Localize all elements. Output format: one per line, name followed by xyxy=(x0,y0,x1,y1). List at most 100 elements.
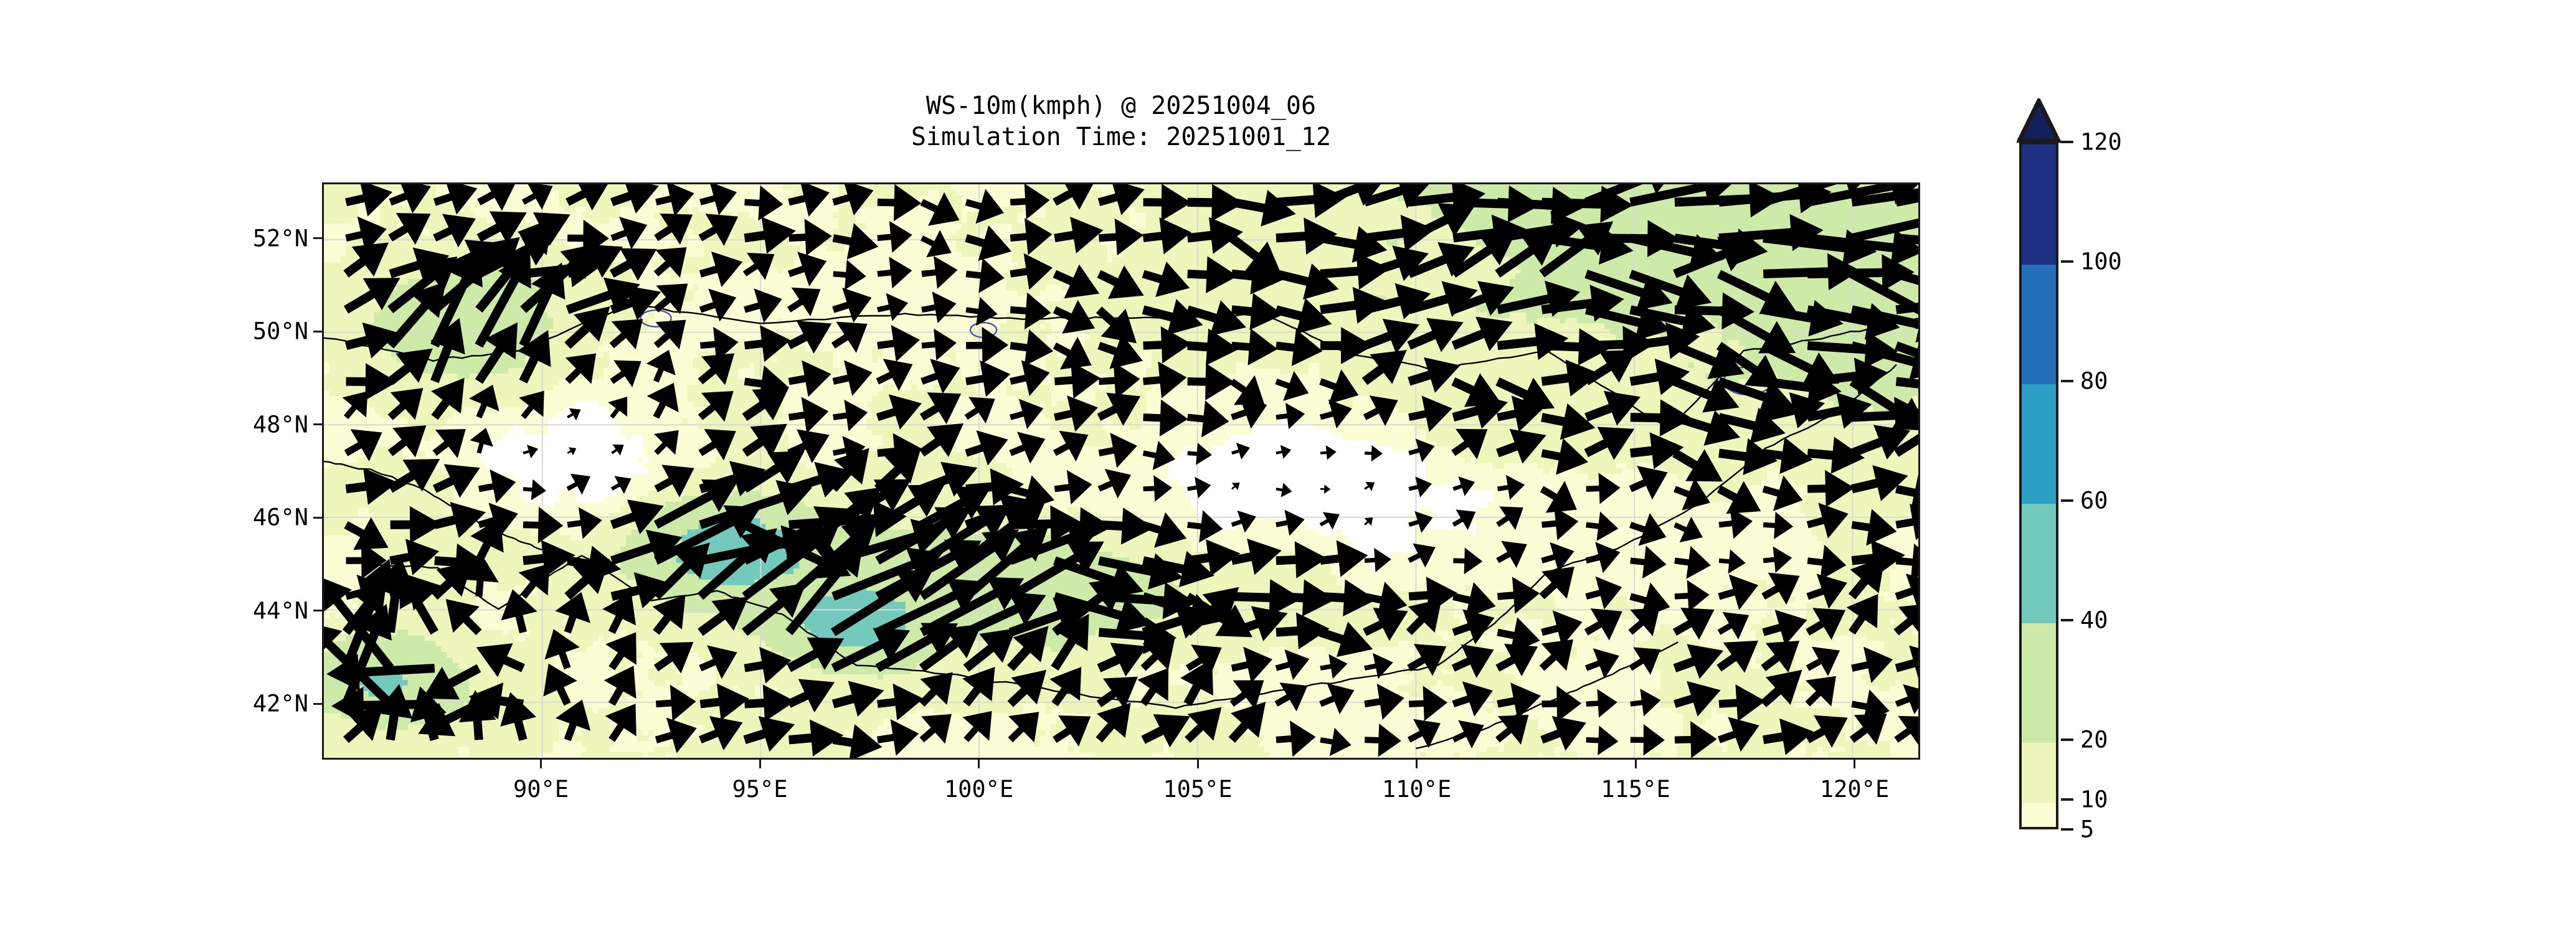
wind-arrow xyxy=(1895,270,1918,285)
wind-arrow xyxy=(654,213,693,245)
wind-arrow xyxy=(610,360,642,387)
wind-arrow xyxy=(470,428,493,454)
latitude-tick-label: 48°N xyxy=(252,411,308,438)
wind-arrow xyxy=(1010,329,1054,366)
wind-arrow xyxy=(1186,300,1246,336)
wind-arrow xyxy=(919,577,1025,636)
colorbar-tick-mark xyxy=(2061,141,2073,143)
wind-arrow xyxy=(1408,511,1433,533)
wind-arrow xyxy=(376,684,413,741)
wind-arrow xyxy=(1629,512,1667,546)
wind-arrow xyxy=(1319,621,1373,658)
wind-arrow xyxy=(1586,725,1619,755)
wind-arrow xyxy=(387,459,440,493)
wind-arrow xyxy=(1851,509,1897,546)
wind-arrow xyxy=(1140,638,1175,671)
wind-arrow xyxy=(1851,646,1893,683)
wind-arrow xyxy=(1231,396,1267,429)
latitude-tick-label: 46°N xyxy=(252,504,308,531)
colorbar-tick-label: 40 xyxy=(2080,606,2108,634)
wind-arrow xyxy=(1497,187,1584,224)
wind-arrow xyxy=(1231,257,1285,295)
wind-arrow xyxy=(1187,476,1211,499)
wind-arrow xyxy=(1054,361,1101,399)
wind-arrow xyxy=(1363,184,1429,209)
wind-arrow xyxy=(1849,270,1918,329)
colorbar-tick-mark xyxy=(2061,380,2073,382)
wind-arrow xyxy=(388,213,431,245)
wind-arrow xyxy=(1674,545,1711,579)
wind-arrow xyxy=(1496,540,1527,568)
chart-subtitle-simulation-time: Simulation Time: 20251001_12 xyxy=(911,123,1332,151)
wind-arrow xyxy=(432,464,480,498)
wind-arrow xyxy=(831,681,884,717)
wind-arrow xyxy=(1364,653,1393,679)
wind-arrow xyxy=(1407,203,1475,242)
wind-arrow xyxy=(1895,302,1918,314)
wind-arrow xyxy=(1452,509,1476,531)
wind-arrow xyxy=(387,281,446,349)
wind-arrow xyxy=(1364,683,1404,720)
wind-arrow xyxy=(517,329,551,384)
longitude-tick-label: 105°E xyxy=(1163,776,1233,803)
wind-arrow xyxy=(390,506,442,544)
wind-arrow xyxy=(462,555,499,597)
wind-arrow xyxy=(921,291,957,324)
wind-arrow xyxy=(1184,587,1239,636)
wind-arrow xyxy=(1895,474,1918,511)
wind-arrow xyxy=(1010,218,1053,255)
colorbar-tick-label: 120 xyxy=(2080,128,2122,156)
wind-arrow xyxy=(699,251,743,288)
wind-arrow xyxy=(1850,465,1908,501)
wind-arrow xyxy=(1496,506,1523,531)
wind-arrow xyxy=(785,519,878,600)
wind-arrow xyxy=(1054,469,1092,504)
wind-arrow xyxy=(1452,609,1495,644)
wind-arrow xyxy=(1229,375,1265,405)
wind-arrow xyxy=(1895,234,1918,245)
wind-arrow xyxy=(1452,476,1475,496)
wind-arrow xyxy=(964,592,1046,636)
wind-arrow xyxy=(965,360,1011,397)
latitude-tick-label: 42°N xyxy=(252,690,308,717)
wind-arrow xyxy=(431,561,473,600)
wind-arrow xyxy=(1540,715,1586,751)
wind-arrow xyxy=(477,184,515,211)
wind-arrow xyxy=(605,704,637,742)
wind-arrow xyxy=(555,592,590,634)
wind-arrow xyxy=(919,624,982,672)
latitude-tick-mark xyxy=(313,330,322,333)
wind-arrow xyxy=(1761,184,1860,207)
wind-arrow xyxy=(1452,393,1508,429)
wind-arrow xyxy=(1274,682,1308,712)
wind-arrow xyxy=(1186,539,1241,577)
wind-vector-quiver xyxy=(324,184,1918,758)
wind-arrow xyxy=(519,262,566,347)
wind-arrow xyxy=(1363,283,1431,319)
wind-arrow xyxy=(1276,217,1337,255)
wind-arrow xyxy=(1673,237,1754,278)
wind-arrow xyxy=(646,349,676,383)
wind-arrow xyxy=(1807,469,1855,507)
wind-arrow xyxy=(1231,190,1296,227)
wind-arrow xyxy=(1143,399,1188,436)
wind-arrow xyxy=(478,469,516,504)
wind-arrow xyxy=(653,283,688,314)
wind-arrow xyxy=(1408,476,1432,498)
wind-arrow xyxy=(875,507,972,565)
wind-arrow xyxy=(787,429,830,463)
map-axes xyxy=(322,182,1920,760)
wind-arrow xyxy=(567,219,609,257)
wind-arrow xyxy=(1495,232,1558,278)
wind-arrow xyxy=(1180,659,1213,706)
wind-arrow xyxy=(1583,349,1637,385)
wind-arrow xyxy=(653,247,687,278)
wind-arrow xyxy=(1320,327,1373,364)
wind-arrow xyxy=(1895,544,1918,581)
wind-arrow xyxy=(1275,370,1309,401)
wind-arrow xyxy=(1718,407,1786,444)
wind-arrow xyxy=(875,484,945,529)
wind-arrow xyxy=(1053,430,1089,462)
wind-arrow xyxy=(742,387,790,422)
wind-arrow xyxy=(1010,360,1050,397)
